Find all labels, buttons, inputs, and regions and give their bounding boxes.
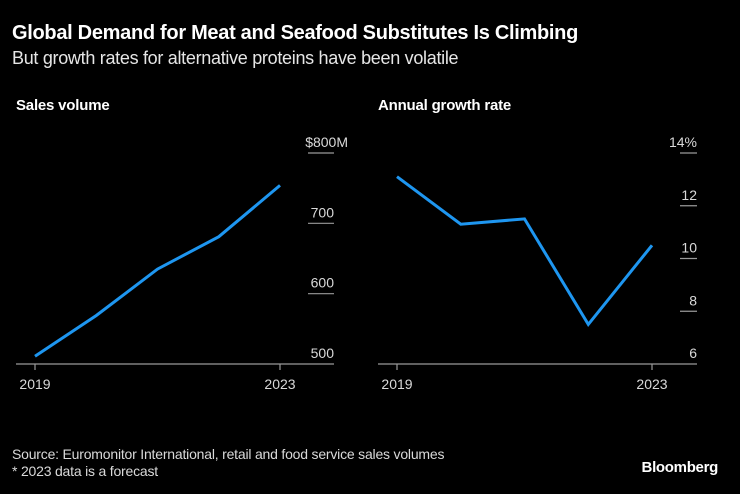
sales-volume-panel-title: Sales volume xyxy=(16,97,110,114)
x-tick-label: 2019 xyxy=(19,376,50,392)
x-tick-label: 2023 xyxy=(264,376,295,392)
source-note: Source: Euromonitor International, retai… xyxy=(12,446,445,462)
sales-volume-chart: 500 600 700 $800M 2019 2023 xyxy=(16,134,348,392)
y-tick-label: 600 xyxy=(311,275,335,291)
footer: Source: Euromonitor International, retai… xyxy=(12,446,444,480)
y-tick-label: 500 xyxy=(311,345,335,361)
x-tick-label: 2019 xyxy=(381,376,412,392)
x-tick-label: 2023 xyxy=(636,376,667,392)
y-tick-label: 700 xyxy=(311,204,335,220)
y-tick-label: $800M xyxy=(305,134,348,150)
y-tick-label: 8 xyxy=(689,292,697,308)
chart-title: Global Demand for Meat and Seafood Subst… xyxy=(12,22,578,44)
bloomberg-logo: Bloomberg xyxy=(641,459,719,476)
series-line xyxy=(34,184,281,358)
series-line xyxy=(396,175,654,328)
y-tick-label: 10 xyxy=(681,240,697,256)
forecast-note: * 2023 data is a forecast xyxy=(12,463,158,479)
growth-rate-panel-title: Annual growth rate xyxy=(378,97,512,114)
y-tick-label: 12 xyxy=(681,187,697,203)
chart-subtitle: But growth rates for alternative protein… xyxy=(12,48,459,68)
y-tick-label: 14% xyxy=(669,134,697,150)
growth-rate-chart: 6 8 10 12 14% 2019 2023 xyxy=(378,134,697,392)
y-tick-label: 6 xyxy=(689,345,697,361)
